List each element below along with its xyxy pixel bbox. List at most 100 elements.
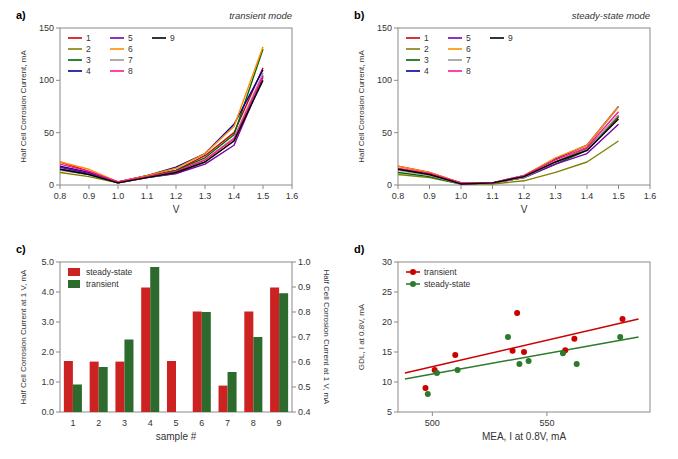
tick-label: 150 <box>377 23 392 33</box>
data-line <box>60 70 263 182</box>
x-axis-label: sample # <box>156 431 197 442</box>
bar <box>219 386 228 412</box>
tick-mark <box>234 185 235 189</box>
tick-mark <box>56 132 60 133</box>
tick-label: 0.0 <box>41 407 54 417</box>
legend-swatch <box>68 59 82 61</box>
tick-label: 1.0 <box>41 377 54 387</box>
data-line <box>60 75 263 183</box>
legend-label: 2 <box>86 44 91 54</box>
legend-label: steady-state <box>86 267 133 277</box>
data-line <box>398 119 619 184</box>
legend-marker <box>410 269 416 275</box>
fit-line <box>405 319 639 373</box>
tick-label: 0.7 <box>298 332 311 342</box>
legend-label: steady-state <box>424 279 471 289</box>
point <box>617 334 623 340</box>
bar <box>176 412 185 413</box>
bar <box>73 385 82 413</box>
tick-label: 100 <box>39 75 54 85</box>
tick-label: 500 <box>425 418 440 428</box>
legend-label: 1 <box>424 33 429 43</box>
tick-mark <box>398 185 399 189</box>
tick-label: 2 <box>96 418 101 428</box>
legend-label: 3 <box>424 55 429 65</box>
point <box>452 352 458 358</box>
bar <box>193 312 202 413</box>
tick-mark <box>56 185 60 186</box>
tick-mark <box>618 185 619 189</box>
panel: 51015202530500550MEA, I at 0.8V, mAGDL, … <box>354 243 650 442</box>
plot-frame <box>398 28 650 185</box>
legend-swatch <box>110 59 124 61</box>
legend-swatch <box>406 37 420 39</box>
legend: transientsteady-state <box>406 267 471 289</box>
tick-label: 5 <box>387 407 392 417</box>
tick-label: 9 <box>277 418 282 428</box>
tick-mark <box>56 292 60 293</box>
tick-label: 100 <box>377 75 392 85</box>
data-line <box>398 107 619 183</box>
legend-swatch <box>68 268 80 276</box>
tick-label: 2.0 <box>41 347 54 357</box>
panel: 0.01.02.03.04.05.00.40.50.60.70.80.91.01… <box>16 243 331 442</box>
data-line <box>60 76 263 182</box>
legend-label: 9 <box>508 33 513 43</box>
tick-mark <box>394 28 398 29</box>
data-line <box>398 112 619 183</box>
panel-title: d) <box>354 243 365 255</box>
tick-label: 10 <box>382 377 392 387</box>
data-line <box>60 68 263 182</box>
tick-label: 5 <box>173 418 178 428</box>
tick-mark <box>546 412 547 416</box>
tick-label: 1.3 <box>199 191 212 201</box>
tick-mark <box>147 185 148 189</box>
plot-area <box>60 47 263 183</box>
legend-swatch <box>68 48 82 50</box>
legend-label: 6 <box>128 44 133 54</box>
tick-mark <box>56 322 60 323</box>
tick-mark <box>56 28 60 29</box>
tick-label: 550 <box>539 418 554 428</box>
tick-label: 1.4 <box>228 191 241 201</box>
legend-swatch <box>490 37 504 39</box>
point <box>521 349 527 355</box>
bar <box>253 337 262 412</box>
tick-label: 1.6 <box>286 191 299 201</box>
tick-label: 1.6 <box>644 191 657 201</box>
legend-swatch <box>68 280 80 288</box>
point <box>422 385 428 391</box>
tick-label: 0.8 <box>392 191 405 201</box>
bar <box>90 362 99 412</box>
point <box>574 361 580 367</box>
legend-label: 1 <box>86 33 91 43</box>
plot-frame <box>60 28 292 185</box>
point <box>560 350 566 356</box>
tick-label: 50 <box>382 128 392 138</box>
bar <box>244 312 253 413</box>
tick-mark <box>56 412 60 413</box>
annotation: transient mode <box>229 10 292 21</box>
tick-mark <box>56 262 60 263</box>
tick-label: 1.4 <box>581 191 594 201</box>
legend-swatch <box>406 48 420 50</box>
tick-mark <box>461 185 462 189</box>
tick-mark <box>118 185 119 189</box>
point <box>571 336 577 342</box>
panel: 0501001500.80.91.01.11.21.31.41.51.6VHal… <box>16 9 298 215</box>
tick-mark <box>56 352 60 353</box>
tick-mark <box>432 412 433 416</box>
tick-label: 1.1 <box>141 191 154 201</box>
y-axis-label: Half Cell Corrosion Current, mA <box>357 50 366 163</box>
tick-mark <box>394 80 398 81</box>
tick-mark <box>89 185 90 189</box>
y-axis-label: GDL, I at 0.8V, mA <box>357 303 366 370</box>
tick-label: 1 <box>70 418 75 428</box>
legend-label: 3 <box>86 55 91 65</box>
tick-mark <box>394 382 398 383</box>
tick-mark <box>292 262 296 263</box>
plot-area <box>64 267 288 412</box>
point <box>455 367 461 373</box>
y2-axis-label: Half Cell Corrosion Current at 1 V, mA <box>322 270 331 406</box>
tick-label: 1.2 <box>170 191 183 201</box>
